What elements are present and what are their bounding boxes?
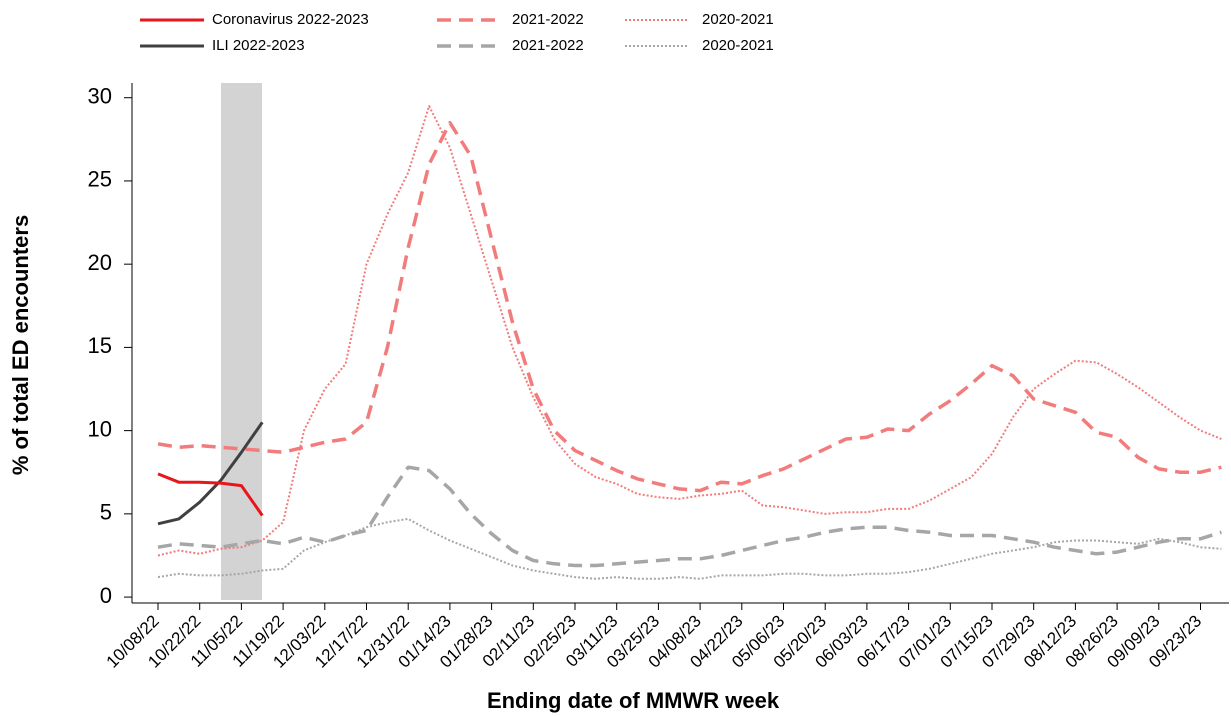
- series-line: [157, 421, 264, 526]
- legend-label: 2021-2022: [512, 11, 584, 28]
- shaded-period: [221, 83, 262, 600]
- legend-label: Coronavirus 2022-2023: [212, 11, 369, 28]
- y-tick-label: 25: [88, 167, 112, 192]
- legend-label: 2021-2022: [512, 37, 584, 54]
- series-line: [157, 105, 1222, 557]
- y-tick-label: 20: [88, 250, 112, 275]
- y-tick-label: 15: [88, 333, 112, 358]
- series-line: [157, 517, 1222, 580]
- series-line: [157, 465, 1222, 568]
- x-axis-title: Ending date of MMWR week: [487, 688, 780, 713]
- y-tick-label: 5: [100, 500, 112, 525]
- series-line: [157, 472, 264, 517]
- legend-label: ILI 2022-2023: [212, 37, 305, 54]
- y-tick-label: 10: [88, 416, 112, 441]
- legend-label: 2020-2021: [702, 11, 774, 28]
- y-axis-title: % of total ED encounters: [8, 215, 33, 475]
- legend-label: 2020-2021: [702, 37, 774, 54]
- y-tick-label: 0: [100, 583, 112, 608]
- series-line: [157, 120, 1222, 493]
- y-tick-label: 30: [88, 84, 112, 109]
